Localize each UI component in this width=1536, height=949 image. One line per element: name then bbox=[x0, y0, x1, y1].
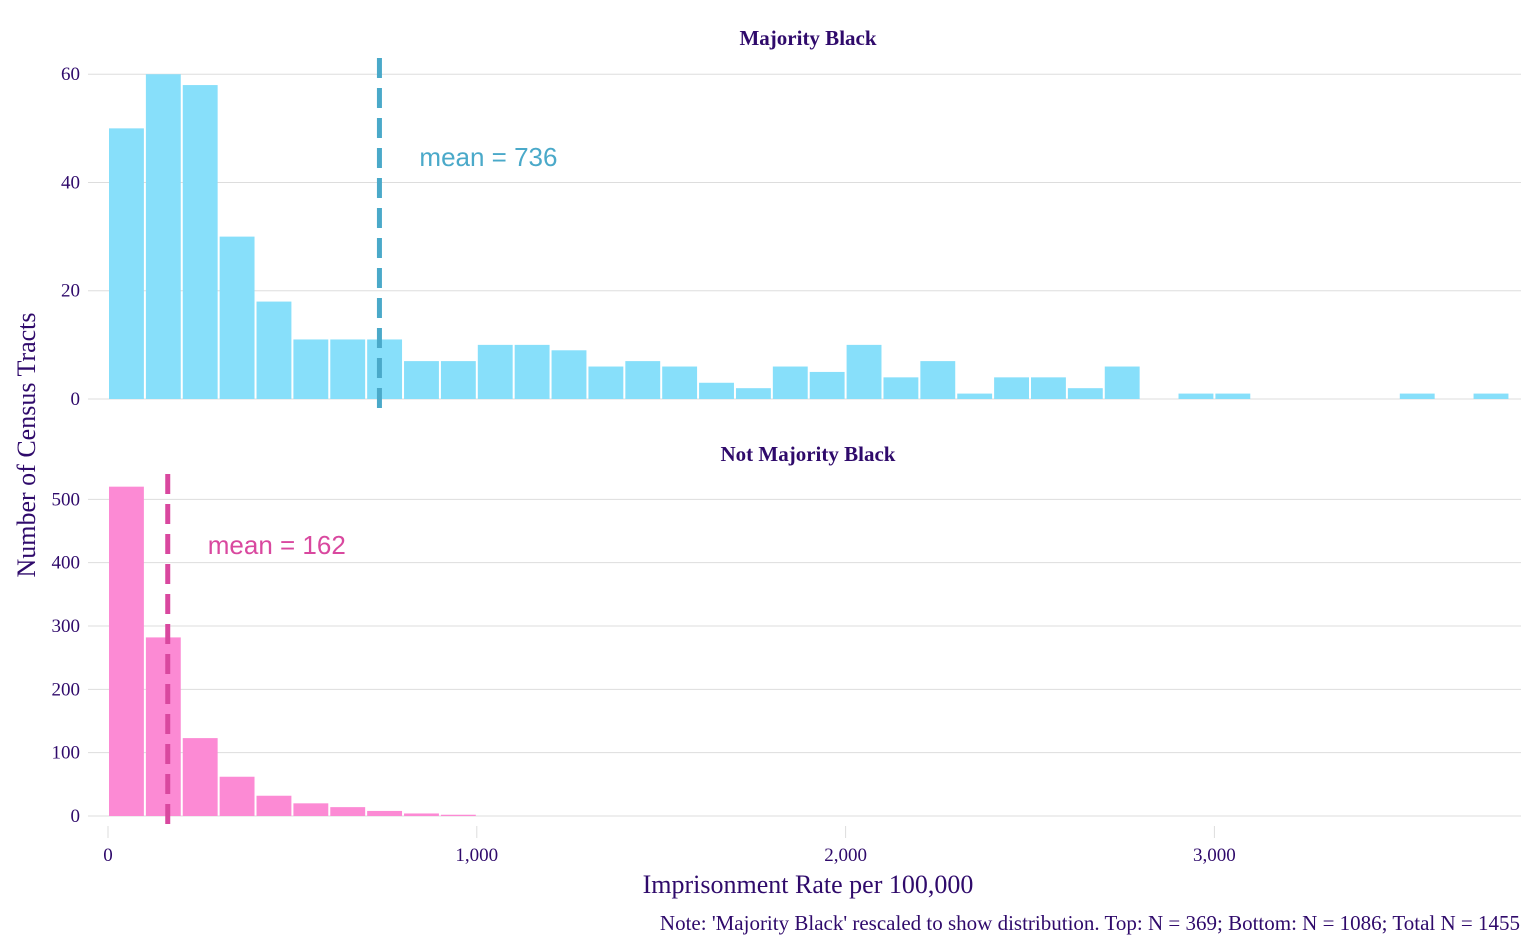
histogram-bar bbox=[1178, 393, 1214, 399]
histogram-bar bbox=[588, 366, 624, 399]
histogram-bar bbox=[1215, 393, 1251, 399]
histogram-bar bbox=[330, 807, 366, 816]
histogram-bar bbox=[1399, 393, 1435, 399]
histogram-bar bbox=[920, 361, 956, 399]
x-axis-title: Imprisonment Rate per 100,000 bbox=[643, 870, 974, 899]
histogram-bar bbox=[145, 74, 181, 399]
histogram-bar bbox=[735, 388, 771, 399]
histogram-bar bbox=[551, 350, 587, 399]
y-tick-label: 400 bbox=[52, 553, 81, 574]
histogram-bar bbox=[293, 803, 329, 816]
histogram-bar bbox=[957, 393, 993, 399]
chart-note: Note: 'Majority Black' rescaled to show … bbox=[660, 911, 1520, 935]
y-tick-labels-top: 0 20 40 60 bbox=[61, 64, 80, 410]
y-tick-label: 20 bbox=[61, 281, 80, 302]
histogram-bar bbox=[440, 814, 476, 816]
mean-label-majority-black: mean = 736 bbox=[419, 142, 557, 172]
facet-title-majority-black: Majority Black bbox=[739, 26, 876, 50]
x-tick-label: 0 bbox=[103, 845, 113, 866]
histogram-bar bbox=[846, 344, 882, 399]
bars-not-majority-black bbox=[109, 486, 476, 816]
histogram-bar bbox=[809, 371, 845, 399]
histogram-bar bbox=[182, 738, 218, 816]
histogram-bar bbox=[367, 810, 403, 816]
histogram-bar bbox=[404, 361, 439, 399]
y-tick-labels-bottom: 0 100 200 300 400 500 bbox=[52, 489, 81, 827]
histogram-bar bbox=[109, 128, 144, 399]
facet-majority-black: Majority Black 0 20 40 60 mean = 736 bbox=[61, 26, 1521, 415]
y-axis-title: Number of Census Tracts bbox=[12, 312, 41, 577]
histogram-bar bbox=[440, 361, 476, 399]
histogram-bar bbox=[994, 377, 1029, 399]
histogram-bar bbox=[1473, 393, 1509, 399]
histogram-bar bbox=[109, 486, 144, 816]
histogram-bar bbox=[367, 339, 403, 399]
y-tick-label: 200 bbox=[52, 679, 81, 700]
bars-majority-black bbox=[109, 74, 1509, 400]
histogram-bar bbox=[219, 236, 255, 399]
histogram-bar bbox=[1104, 366, 1140, 399]
mean-label-not-majority-black: mean = 162 bbox=[208, 530, 346, 560]
histogram-bar bbox=[145, 637, 181, 816]
y-tick-label: 40 bbox=[61, 172, 80, 193]
histogram-bar bbox=[293, 339, 329, 399]
histogram-bar bbox=[256, 301, 292, 399]
histogram-bar bbox=[883, 377, 919, 399]
histogram-bar bbox=[772, 366, 808, 399]
y-tick-label: 100 bbox=[52, 743, 81, 764]
facet-title-not-majority-black: Not Majority Black bbox=[721, 442, 896, 466]
histogram-bar bbox=[404, 813, 439, 816]
x-tick-label: 3,000 bbox=[1193, 845, 1236, 866]
histogram-bar bbox=[699, 382, 734, 399]
histogram-bar bbox=[662, 366, 698, 399]
y-tick-label: 0 bbox=[71, 389, 81, 410]
y-tick-label: 300 bbox=[52, 616, 81, 637]
x-tick-labels: 0 1,000 2,000 3,000 bbox=[103, 826, 1236, 866]
y-tick-label: 60 bbox=[61, 64, 80, 85]
histogram-bar bbox=[1031, 377, 1066, 399]
x-tick-label: 2,000 bbox=[824, 845, 867, 866]
histogram-bar bbox=[514, 344, 550, 399]
x-tick-label: 1,000 bbox=[455, 845, 498, 866]
histogram-bar bbox=[182, 85, 218, 400]
histogram-bar bbox=[330, 339, 366, 399]
histogram-bar bbox=[219, 776, 255, 816]
histogram-bar bbox=[1067, 388, 1103, 399]
y-tick-label: 0 bbox=[71, 806, 81, 827]
facet-not-majority-black: Not Majority Black 0 100 200 300 400 500 mean… bbox=[52, 442, 1521, 832]
histogram-bar bbox=[256, 795, 292, 816]
histogram-bar bbox=[625, 361, 661, 399]
histogram-bar bbox=[477, 344, 513, 399]
y-tick-label: 500 bbox=[52, 489, 81, 510]
